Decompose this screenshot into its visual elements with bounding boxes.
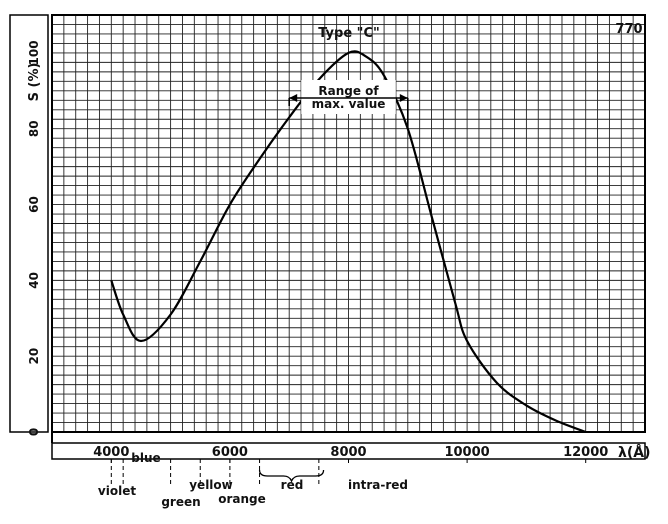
x-tick-label: 12000: [563, 445, 608, 460]
band-label-green: green: [161, 495, 200, 509]
y-tick-label: 60: [27, 196, 41, 213]
band-label-red: red: [281, 478, 304, 492]
curve: [110, 50, 587, 434]
range-label-line2: max. value: [312, 97, 386, 111]
y-scale-strip: [9, 14, 49, 433]
x-tick-label: 8000: [330, 445, 366, 460]
range-arrow-head-right: [399, 94, 408, 102]
y-axis-label: S (%): [27, 63, 42, 102]
red-band-brace: [258, 469, 325, 483]
x-tick-label: 10000: [444, 445, 489, 460]
y-tick-label: 80: [27, 120, 41, 137]
series-line: [110, 50, 587, 434]
band-label-orange: orange: [218, 492, 266, 506]
y-tick-label: 20: [27, 348, 41, 365]
y-tick-label: 100: [27, 40, 41, 65]
band-label-blue: blue: [131, 451, 160, 465]
x-tick-label: 4000: [93, 445, 129, 460]
x-tick-label: 6000: [212, 445, 248, 460]
x-tick-labels: 4000 6000 8000 10000 12000: [93, 445, 608, 463]
band-label-yellow: yellow: [189, 478, 233, 492]
chart-title: Type "C": [318, 26, 380, 41]
band-label-intra-red: intra-red: [348, 478, 408, 492]
range-arrow-head-left: [289, 94, 298, 102]
y-tick-label: 0: [27, 428, 41, 436]
grid: [51, 14, 646, 433]
range-label-background: [301, 80, 396, 114]
x-axis-label: λ(Å): [618, 444, 651, 461]
y-tick-label: 40: [27, 272, 41, 289]
range-label-line1: Range of: [318, 84, 379, 98]
y-tick-labels: 0 20 40 60 80 100: [27, 40, 41, 436]
chart-frame: [9, 14, 646, 460]
band-label-violet: violet: [98, 484, 136, 498]
figure-number: 770: [615, 22, 642, 37]
